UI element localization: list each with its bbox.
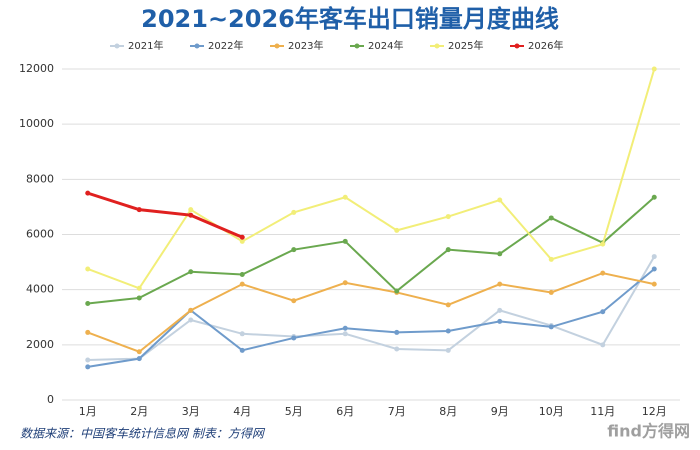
data-point — [651, 254, 657, 260]
data-point — [188, 212, 194, 218]
data-point — [497, 251, 503, 257]
x-tick-label: 6月 — [336, 405, 354, 418]
data-point — [342, 280, 348, 286]
y-tick-label: 8000 — [26, 172, 54, 185]
data-point — [445, 328, 451, 334]
data-point — [239, 281, 245, 287]
legend-label: 2023年 — [288, 39, 323, 52]
data-point — [445, 247, 451, 253]
y-tick-label: 0 — [47, 393, 54, 406]
y-tick-label: 12000 — [19, 62, 54, 75]
data-point — [85, 300, 91, 306]
data-point — [497, 281, 503, 287]
legend-label: 2026年 — [528, 39, 563, 52]
data-point — [651, 281, 657, 287]
legend-label: 2021年 — [128, 39, 163, 52]
data-point — [85, 329, 91, 335]
x-tick-label: 3月 — [182, 405, 200, 418]
data-point — [548, 289, 554, 295]
data-point — [600, 270, 606, 276]
data-point — [85, 266, 91, 272]
data-point — [548, 215, 554, 221]
data-point — [445, 302, 451, 308]
data-point — [548, 256, 554, 262]
data-point — [497, 318, 503, 324]
y-tick-label: 10000 — [19, 117, 54, 130]
legend-marker — [514, 43, 520, 49]
data-point — [188, 269, 194, 275]
data-point — [497, 307, 503, 313]
data-point — [342, 331, 348, 337]
data-point — [188, 317, 194, 323]
data-point — [239, 234, 245, 240]
data-point — [600, 241, 606, 247]
x-tick-label: 11月 — [590, 405, 615, 418]
series-line — [87, 68, 656, 290]
data-point — [291, 209, 297, 215]
data-point — [85, 190, 91, 196]
data-point — [136, 356, 142, 362]
data-point — [342, 325, 348, 331]
data-point — [394, 329, 400, 335]
data-point — [600, 309, 606, 315]
x-tick-label: 7月 — [388, 405, 406, 418]
data-point — [136, 285, 142, 291]
data-point — [651, 266, 657, 272]
data-point — [445, 214, 451, 220]
series-line — [87, 268, 655, 368]
source-note: 数据来源：中国客车统计信息网 制表：方得网 — [20, 427, 266, 441]
data-point — [548, 324, 554, 330]
y-tick-label: 2000 — [26, 338, 54, 351]
data-point — [239, 271, 245, 277]
data-point — [342, 194, 348, 200]
x-tick-label: 10月 — [539, 405, 564, 418]
data-point — [291, 247, 297, 253]
legend-marker — [274, 43, 280, 49]
x-tick-label: 2月 — [130, 405, 148, 418]
data-point — [239, 347, 245, 353]
x-tick-label: 4月 — [233, 405, 251, 418]
x-tick-label: 9月 — [491, 405, 509, 418]
x-tick-label: 1月 — [79, 405, 97, 418]
data-point — [85, 364, 91, 370]
data-point — [651, 66, 657, 72]
x-tick-label: 12月 — [642, 405, 667, 418]
series-line — [87, 196, 655, 305]
data-point — [136, 295, 142, 301]
data-point — [136, 349, 142, 355]
data-point — [291, 298, 297, 304]
legend-marker — [434, 43, 440, 49]
legend-marker — [354, 43, 360, 49]
series-line — [87, 272, 655, 353]
legend-label: 2022年 — [208, 39, 243, 52]
data-point — [136, 207, 142, 213]
data-point — [239, 238, 245, 244]
data-point — [85, 357, 91, 363]
data-point — [394, 346, 400, 352]
legend-label: 2024年 — [368, 39, 403, 52]
x-tick-label: 8月 — [439, 405, 457, 418]
data-point — [239, 331, 245, 337]
y-tick-label: 4000 — [26, 283, 54, 296]
chart-title: 2021~2026年客车出口销量月度曲线 — [141, 5, 559, 33]
data-point — [497, 197, 503, 203]
legend-marker — [114, 43, 120, 49]
watermark: find方得网 — [607, 422, 690, 441]
series-line — [87, 191, 243, 239]
legend-marker — [194, 43, 200, 49]
data-point — [600, 342, 606, 348]
y-tick-label: 6000 — [26, 228, 54, 241]
data-point — [651, 194, 657, 200]
data-point — [445, 347, 451, 353]
series-line — [87, 256, 656, 362]
data-point — [342, 238, 348, 244]
data-point — [188, 307, 194, 313]
legend-label: 2025年 — [448, 39, 483, 52]
x-tick-label: 5月 — [285, 405, 303, 418]
data-point — [394, 227, 400, 233]
data-point — [394, 288, 400, 294]
data-point — [291, 335, 297, 341]
data-point — [188, 207, 194, 213]
